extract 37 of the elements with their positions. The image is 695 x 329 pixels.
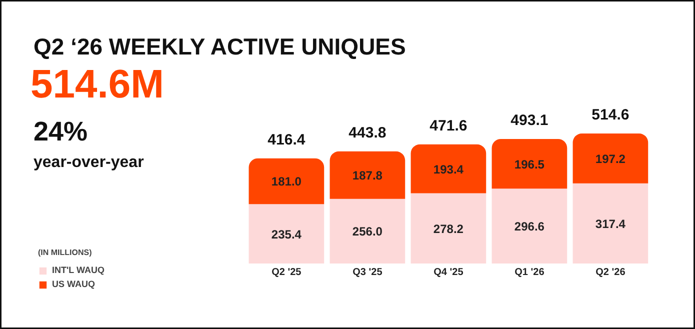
bar [410,193,486,264]
chart-title: Q2 ‘26 WEEKLY ACTIVE UNIQUES [34,34,406,60]
data-label: 187.8 [352,168,383,183]
text: 24% [34,116,88,146]
data-label: 181.0 [271,174,302,189]
text: year-over-year [34,154,144,171]
x-tick-label: Q2 '25 [272,267,302,278]
x-tick-label: Q4 '25 [434,267,464,278]
total-label: 493.1 [510,112,548,129]
data-label: 197.2 [595,152,626,166]
bar [330,151,406,199]
bar [572,134,648,184]
legend-label: INT'L WAUQ [52,265,104,275]
data-label: 193.4 [433,162,464,176]
data-label: 235.4 [271,227,302,242]
legend-label: US WAUQ [52,279,96,289]
data-label: 296.6 [514,220,545,234]
legend-title: (IN MILLIONS) [38,248,93,257]
bar [492,138,568,189]
total-label: 443.8 [348,124,386,142]
data-label: 256.0 [352,224,383,239]
data-label: 278.2 [433,222,464,236]
x-tick-label: Q3 '25 [352,267,383,278]
bar [572,183,648,264]
total-label: 514.6 [592,106,630,124]
bar [492,188,568,264]
chart-subtitle: 514.6M [30,62,164,106]
x-tick-label: Q2 '26 [596,267,626,278]
bar [248,204,324,264]
bar [330,198,406,264]
total-label: 416.4 [268,131,306,148]
bar [410,144,486,194]
data-label: 196.5 [514,157,545,172]
total-label: 471.6 [430,117,468,134]
data-label: 317.4 [595,216,626,231]
bar [248,158,324,204]
x-tick-label: Q1 '26 [514,267,545,278]
